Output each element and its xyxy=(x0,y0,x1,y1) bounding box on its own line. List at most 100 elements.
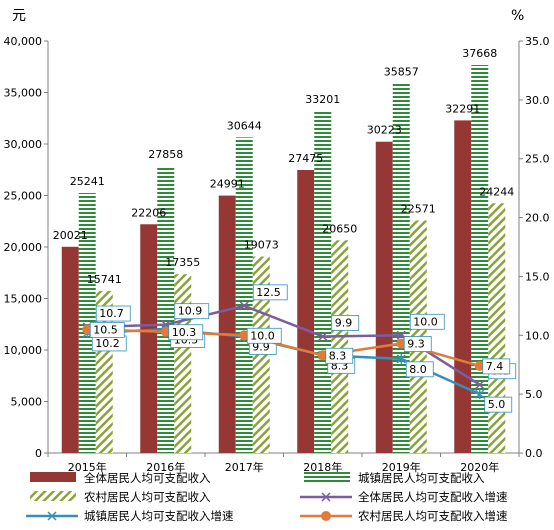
bar-1 xyxy=(454,120,472,453)
line-label-box xyxy=(168,324,204,341)
line-value-label: 10.0 xyxy=(250,329,275,342)
bar-2 xyxy=(235,137,253,453)
line-label-box xyxy=(252,284,288,301)
marker-stroke xyxy=(239,301,249,311)
x-tick-label: 2018年 xyxy=(303,460,342,474)
line-label-box xyxy=(331,315,360,331)
line-label-box xyxy=(482,358,511,375)
line-label-box xyxy=(403,336,432,352)
legend-swatch xyxy=(30,491,76,501)
left-tick-label: 20,000 xyxy=(4,241,43,254)
left-tick-label: 0 xyxy=(35,447,42,460)
bar-value-label: 30223 xyxy=(367,124,402,137)
bar-value-label: 15741 xyxy=(87,273,122,286)
bar-value-label: 17355 xyxy=(165,256,200,269)
left-tick-label: 35,000 xyxy=(4,87,43,100)
bar-value-label: 24991 xyxy=(210,178,245,191)
legend-label: 全体居民人均可支配收入 xyxy=(84,471,211,485)
line-value-label: 12.5 xyxy=(256,286,281,299)
line-value-label: 7.4 xyxy=(486,360,504,373)
bar-value-label: 32291 xyxy=(445,102,480,115)
left-axis-unit: 元 xyxy=(12,8,26,24)
line-label-box xyxy=(409,313,445,330)
legend-marker xyxy=(47,511,57,521)
line-marker xyxy=(82,324,93,335)
marker-stroke xyxy=(396,330,406,340)
line-marker xyxy=(396,338,407,349)
bar-value-label: 19073 xyxy=(244,239,279,252)
line-marker xyxy=(475,389,485,400)
left-tick-label: 5,000 xyxy=(11,396,43,409)
legend-marker xyxy=(321,511,331,521)
bar-2 xyxy=(78,193,96,453)
legend-marker xyxy=(321,492,331,502)
bar-2 xyxy=(314,111,332,454)
line-value-label: 10.9 xyxy=(178,305,203,318)
line-label-box xyxy=(484,396,513,413)
line-value-label: 8.0 xyxy=(409,363,427,376)
marker-stroke xyxy=(318,331,328,342)
right-tick-label: 10.0 xyxy=(525,329,550,342)
line-label-box xyxy=(246,327,282,344)
line-label-box xyxy=(325,347,354,364)
legend-label: 农村居民人均可支配收入 xyxy=(84,490,211,504)
legend-label: 城镇居民人均可支配收入增速 xyxy=(84,509,234,523)
line-value-label: 10.5 xyxy=(93,323,118,336)
bar-value-label: 22571 xyxy=(401,203,436,216)
left-tick-label: 15,000 xyxy=(4,293,43,306)
legend-swatch xyxy=(30,472,76,482)
bar-1 xyxy=(297,170,315,453)
bar-2 xyxy=(157,166,175,453)
line-label-box xyxy=(405,361,434,378)
bar-value-label: 24244 xyxy=(479,185,514,198)
bar-2 xyxy=(392,83,410,453)
line-value-label: 9.9 xyxy=(335,316,353,329)
line-value-label: 8.3 xyxy=(329,349,347,362)
legend-label: 城镇居民人均可支配收入 xyxy=(358,471,485,485)
legend-label: 全体居民人均可支配收入增速 xyxy=(358,490,508,504)
bar-value-label: 37668 xyxy=(462,47,497,60)
bar-2 xyxy=(471,65,489,454)
bar-value-label: 20021 xyxy=(53,229,88,242)
left-tick-label: 10,000 xyxy=(4,344,43,357)
line-label-box xyxy=(89,321,125,338)
right-tick-label: 25.0 xyxy=(525,153,550,166)
bar-value-label: 25241 xyxy=(70,175,105,188)
left-tick-label: 40,000 xyxy=(4,35,43,48)
line-marker xyxy=(474,360,485,371)
bar-1 xyxy=(375,141,393,453)
right-tick-label: 20.0 xyxy=(525,212,550,225)
x-tick-label: 2017年 xyxy=(225,460,264,474)
line-value-label: 10.0 xyxy=(413,315,438,328)
line-marker xyxy=(318,331,328,342)
x-tick-label: 2015年 xyxy=(68,460,107,474)
x-tick-label: 2019年 xyxy=(382,460,421,474)
line-value-label: 10.3 xyxy=(172,326,197,339)
bar-1 xyxy=(61,246,79,453)
right-tick-label: 0.0 xyxy=(525,447,543,460)
bar-3 xyxy=(488,203,506,453)
line-marker xyxy=(239,330,250,341)
left-tick-label: 25,000 xyxy=(4,190,43,203)
line-value-label: 9.3 xyxy=(407,338,425,351)
line-value-label: 10.7 xyxy=(99,307,124,320)
right-tick-label: 30.0 xyxy=(525,94,550,107)
bar-1 xyxy=(140,224,158,453)
bar-1 xyxy=(218,195,236,453)
right-tick-label: 35.0 xyxy=(525,35,550,48)
line-value-label: 10.2 xyxy=(95,337,120,350)
legend-swatch xyxy=(304,472,350,482)
line-label-box xyxy=(174,303,210,320)
bar-value-label: 33201 xyxy=(305,93,340,106)
bar-3 xyxy=(331,240,349,453)
legend-label: 农村居民人均可支配收入增速 xyxy=(358,509,508,523)
right-tick-label: 5.0 xyxy=(525,388,543,401)
line-marker xyxy=(317,350,328,361)
line-marker xyxy=(396,353,406,364)
bar-value-label: 22206 xyxy=(131,206,166,219)
right-tick-label: 15.0 xyxy=(525,270,550,283)
line-marker xyxy=(160,326,171,337)
bar-3 xyxy=(174,274,192,453)
bar-value-label: 27475 xyxy=(288,152,323,165)
